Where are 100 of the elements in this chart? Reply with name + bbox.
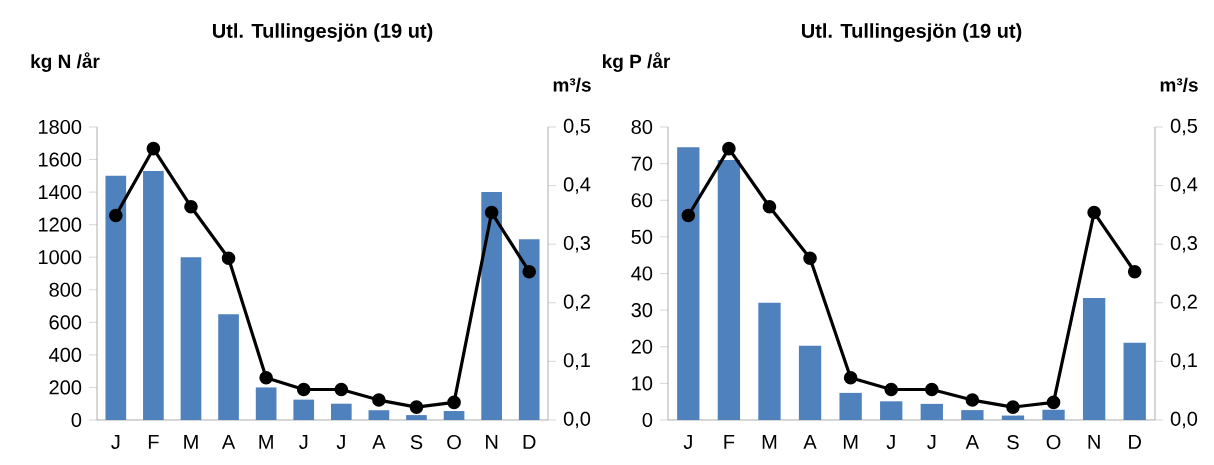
- y2-tick-label: 0,5: [563, 118, 591, 136]
- bar: [920, 403, 943, 420]
- x-tick-label: J: [927, 435, 936, 449]
- bar: [368, 410, 390, 420]
- y-tick-label: 0: [71, 412, 82, 428]
- y2-tick-label: 0,4: [1170, 177, 1198, 194]
- bar: [758, 302, 781, 420]
- bar: [880, 401, 903, 420]
- bar: [443, 411, 465, 420]
- bar: [717, 159, 741, 420]
- point: [681, 208, 696, 223]
- x-tick-label: O: [1046, 435, 1061, 450]
- y-tick-label: 1800: [38, 119, 82, 135]
- x-tick-label: F: [724, 435, 735, 449]
- point: [722, 141, 736, 156]
- y-tick-label: 600: [49, 315, 82, 330]
- point: [522, 264, 537, 279]
- x-tick-label: D: [1129, 435, 1141, 449]
- y-tick-label: 40: [631, 266, 653, 281]
- bar: [105, 175, 127, 420]
- x-tick-label: J: [299, 435, 308, 449]
- x-tick-label: S: [1007, 435, 1019, 450]
- point: [109, 208, 123, 223]
- bar: [180, 257, 202, 420]
- y-tick-label: 400: [49, 347, 82, 362]
- point: [803, 251, 817, 266]
- point: [884, 382, 899, 397]
- bar: [255, 387, 277, 420]
- y2-tick-label: 0,1: [1170, 353, 1197, 370]
- bar: [293, 399, 315, 420]
- bar: [1001, 415, 1025, 420]
- y-tick-label: 200: [49, 380, 82, 395]
- y-tick-label: 20: [631, 339, 653, 354]
- x-tick-label: N: [1088, 435, 1100, 449]
- bar: [1082, 298, 1106, 420]
- point: [409, 400, 424, 414]
- bar: [518, 239, 540, 420]
- bar: [961, 410, 984, 420]
- point: [1127, 264, 1142, 279]
- point: [1046, 395, 1061, 410]
- point: [184, 199, 198, 214]
- y2-tick-label: 0,1: [563, 353, 590, 370]
- x-tick-label: J: [886, 435, 895, 449]
- bar: [218, 314, 239, 420]
- y-axis-title: kg P /år: [603, 52, 671, 72]
- x-tick-label: D: [523, 435, 536, 449]
- y-tick-label: 800: [49, 282, 82, 297]
- y2-axis-title: m³/s: [1160, 77, 1198, 92]
- y2-tick-label: 0,5: [1170, 118, 1198, 136]
- point: [334, 382, 349, 397]
- bar: [1123, 342, 1146, 420]
- point: [296, 382, 311, 397]
- x-tick-label: M: [843, 435, 858, 449]
- x-tick-label: A: [803, 435, 817, 449]
- y-tick-label: 70: [631, 156, 653, 171]
- y2-tick-label: 0,0: [563, 411, 591, 429]
- y-tick-label: 50: [631, 229, 653, 244]
- x-tick-label: M: [259, 435, 273, 449]
- point: [221, 251, 236, 266]
- point: [762, 199, 777, 214]
- y2-tick-label: 0,4: [563, 177, 591, 194]
- bar: [406, 415, 427, 420]
- y2-tick-label: 0,0: [1170, 411, 1198, 429]
- x-tick-label: A: [372, 435, 386, 449]
- bar: [677, 147, 700, 420]
- y2-tick-label: 0,2: [1170, 294, 1197, 312]
- y-tick-label: 80: [631, 119, 653, 135]
- x-tick-label: N: [486, 435, 498, 449]
- point: [1006, 400, 1020, 414]
- bar: [1042, 409, 1065, 420]
- bar: [481, 192, 502, 420]
- point: [259, 370, 273, 385]
- x-tick-label: M: [762, 435, 777, 449]
- x-tick-label: O: [447, 435, 461, 450]
- x-tick-label: S: [410, 435, 423, 450]
- chart-title: Utl. Tullingesjön (19 ut): [801, 23, 1022, 42]
- point: [843, 370, 858, 385]
- y2-tick-label: 0,3: [563, 235, 591, 253]
- point: [447, 395, 461, 410]
- point: [484, 205, 499, 220]
- y-tick-label: 30: [631, 303, 653, 318]
- y-tick-label: 1000: [38, 250, 82, 265]
- y-tick-label: 1400: [38, 185, 82, 200]
- y2-tick-label: 0,3: [1170, 235, 1197, 253]
- point: [965, 393, 980, 407]
- point: [1087, 205, 1101, 220]
- y-tick-label: 1200: [38, 217, 82, 232]
- y-tick-label: 1600: [38, 152, 82, 167]
- y2-tick-label: 0,2: [563, 294, 590, 312]
- y-tick-label: 60: [631, 193, 653, 208]
- chart-title: Utl. Tullingesjön (19 ut): [212, 23, 433, 42]
- y-axis-title: kg N /år: [31, 52, 100, 72]
- y-tick-label: 0: [642, 412, 653, 428]
- x-tick-label: J: [336, 435, 345, 449]
- point: [146, 141, 161, 156]
- bar: [143, 170, 164, 420]
- y-tick-label: 10: [632, 376, 653, 391]
- x-tick-label: J: [683, 435, 692, 449]
- bar: [798, 345, 822, 420]
- x-tick-label: A: [965, 435, 980, 449]
